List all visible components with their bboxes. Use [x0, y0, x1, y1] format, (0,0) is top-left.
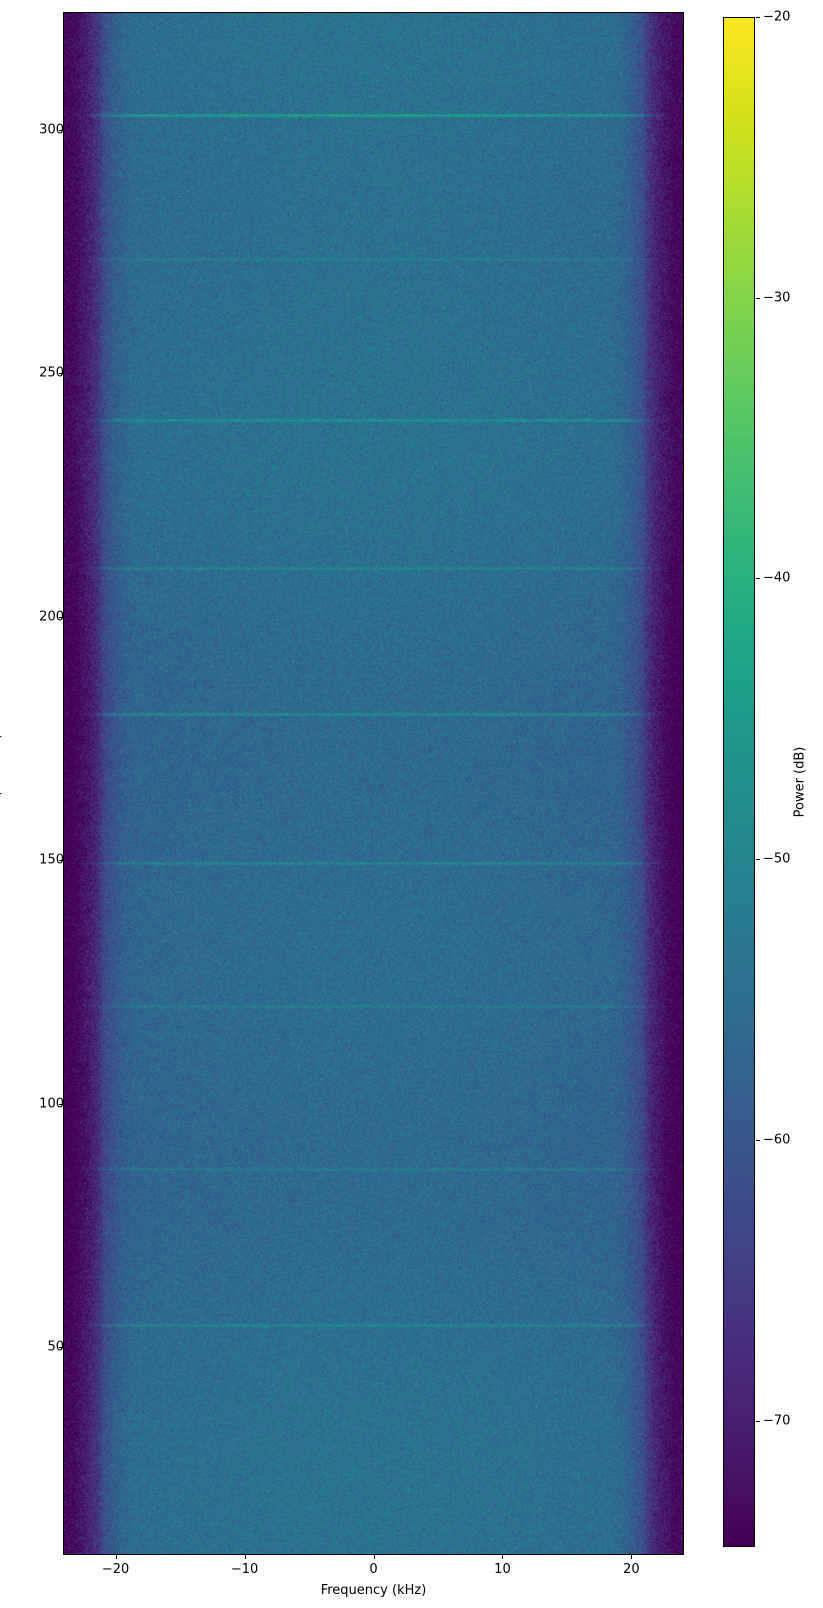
colorbar-tick-label: −70 [763, 1413, 791, 1429]
spectrogram-image [64, 13, 683, 1554]
y-axis-label: Time (seconds) [0, 733, 4, 833]
colorbar-tick [756, 1139, 760, 1141]
x-tick-label: 10 [494, 1562, 511, 1577]
colorbar-tick [756, 297, 760, 299]
colorbar-tick-label: −20 [763, 9, 791, 25]
y-tick [59, 129, 63, 131]
colorbar-tick-label: −60 [763, 1132, 791, 1148]
y-tick-label: 150 [39, 852, 64, 868]
y-tick [59, 860, 63, 862]
colorbar-tick [756, 17, 760, 18]
x-tick [244, 1555, 246, 1559]
y-tick [59, 1347, 63, 1349]
colorbar-tick [756, 1420, 760, 1422]
colorbar-tick-label: −40 [763, 570, 791, 586]
colorbar-label: Power (dB) [792, 746, 808, 818]
colorbar-tick [756, 859, 760, 861]
colorbar-tick [756, 578, 760, 580]
y-tick [59, 616, 63, 618]
x-tick [115, 1555, 117, 1559]
y-tick-label: 100 [39, 1096, 64, 1112]
y-tick-label: 250 [39, 365, 64, 381]
x-tick [502, 1555, 504, 1559]
x-tick-label: 20 [623, 1562, 640, 1577]
x-tick-label: 0 [369, 1562, 378, 1577]
y-tick-label: 300 [39, 122, 64, 138]
x-tick-label: −10 [230, 1562, 259, 1577]
x-tick-label: −20 [101, 1562, 130, 1577]
spectrogram-axes [63, 12, 684, 1555]
colorbar-gradient [724, 18, 754, 1546]
colorbar [723, 17, 755, 1547]
y-tick [59, 1103, 63, 1105]
x-tick [631, 1555, 633, 1559]
colorbar-tick-label: −30 [763, 290, 791, 306]
x-axis-label: Frequency (kHz) [320, 1583, 427, 1598]
y-tick [59, 373, 63, 375]
y-tick-label: 200 [39, 609, 64, 625]
y-tick-label: 50 [47, 1339, 64, 1355]
colorbar-tick-label: −50 [763, 851, 791, 867]
x-tick [373, 1555, 375, 1559]
